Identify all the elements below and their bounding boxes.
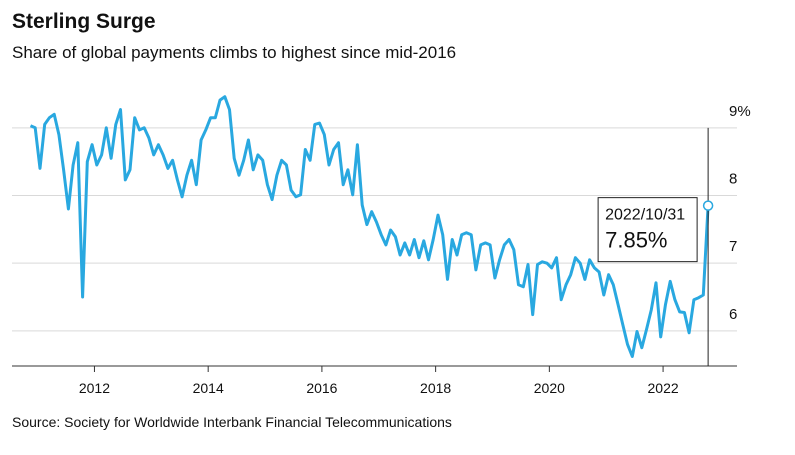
annotation-box: [597, 197, 698, 263]
x-tick-label: 2020: [534, 380, 565, 396]
x-tick-label: 2012: [79, 380, 110, 396]
line: [29, 95, 710, 358]
x-tick-label: 2022: [648, 380, 679, 396]
y-tick-label: 9%: [729, 103, 751, 120]
annotation-value: 7.85%: [605, 228, 667, 253]
annotation-date: 2022/10/31: [605, 207, 685, 224]
y-tick-label: 6: [729, 306, 737, 323]
source: Source: Society for Worldwide Interbank …: [12, 414, 452, 430]
x-tick-label: 2016: [306, 380, 337, 396]
x-tick-label: 2018: [420, 380, 451, 396]
y-tick-label: 8: [729, 170, 737, 187]
chart-subtitle: Share of global payments climbs to highe…: [12, 43, 456, 62]
chart-title: Sterling Surge: [12, 10, 156, 33]
last-point: [702, 200, 714, 211]
y-tick-label: 7: [729, 238, 737, 255]
x-tick-label: 2014: [193, 380, 224, 396]
